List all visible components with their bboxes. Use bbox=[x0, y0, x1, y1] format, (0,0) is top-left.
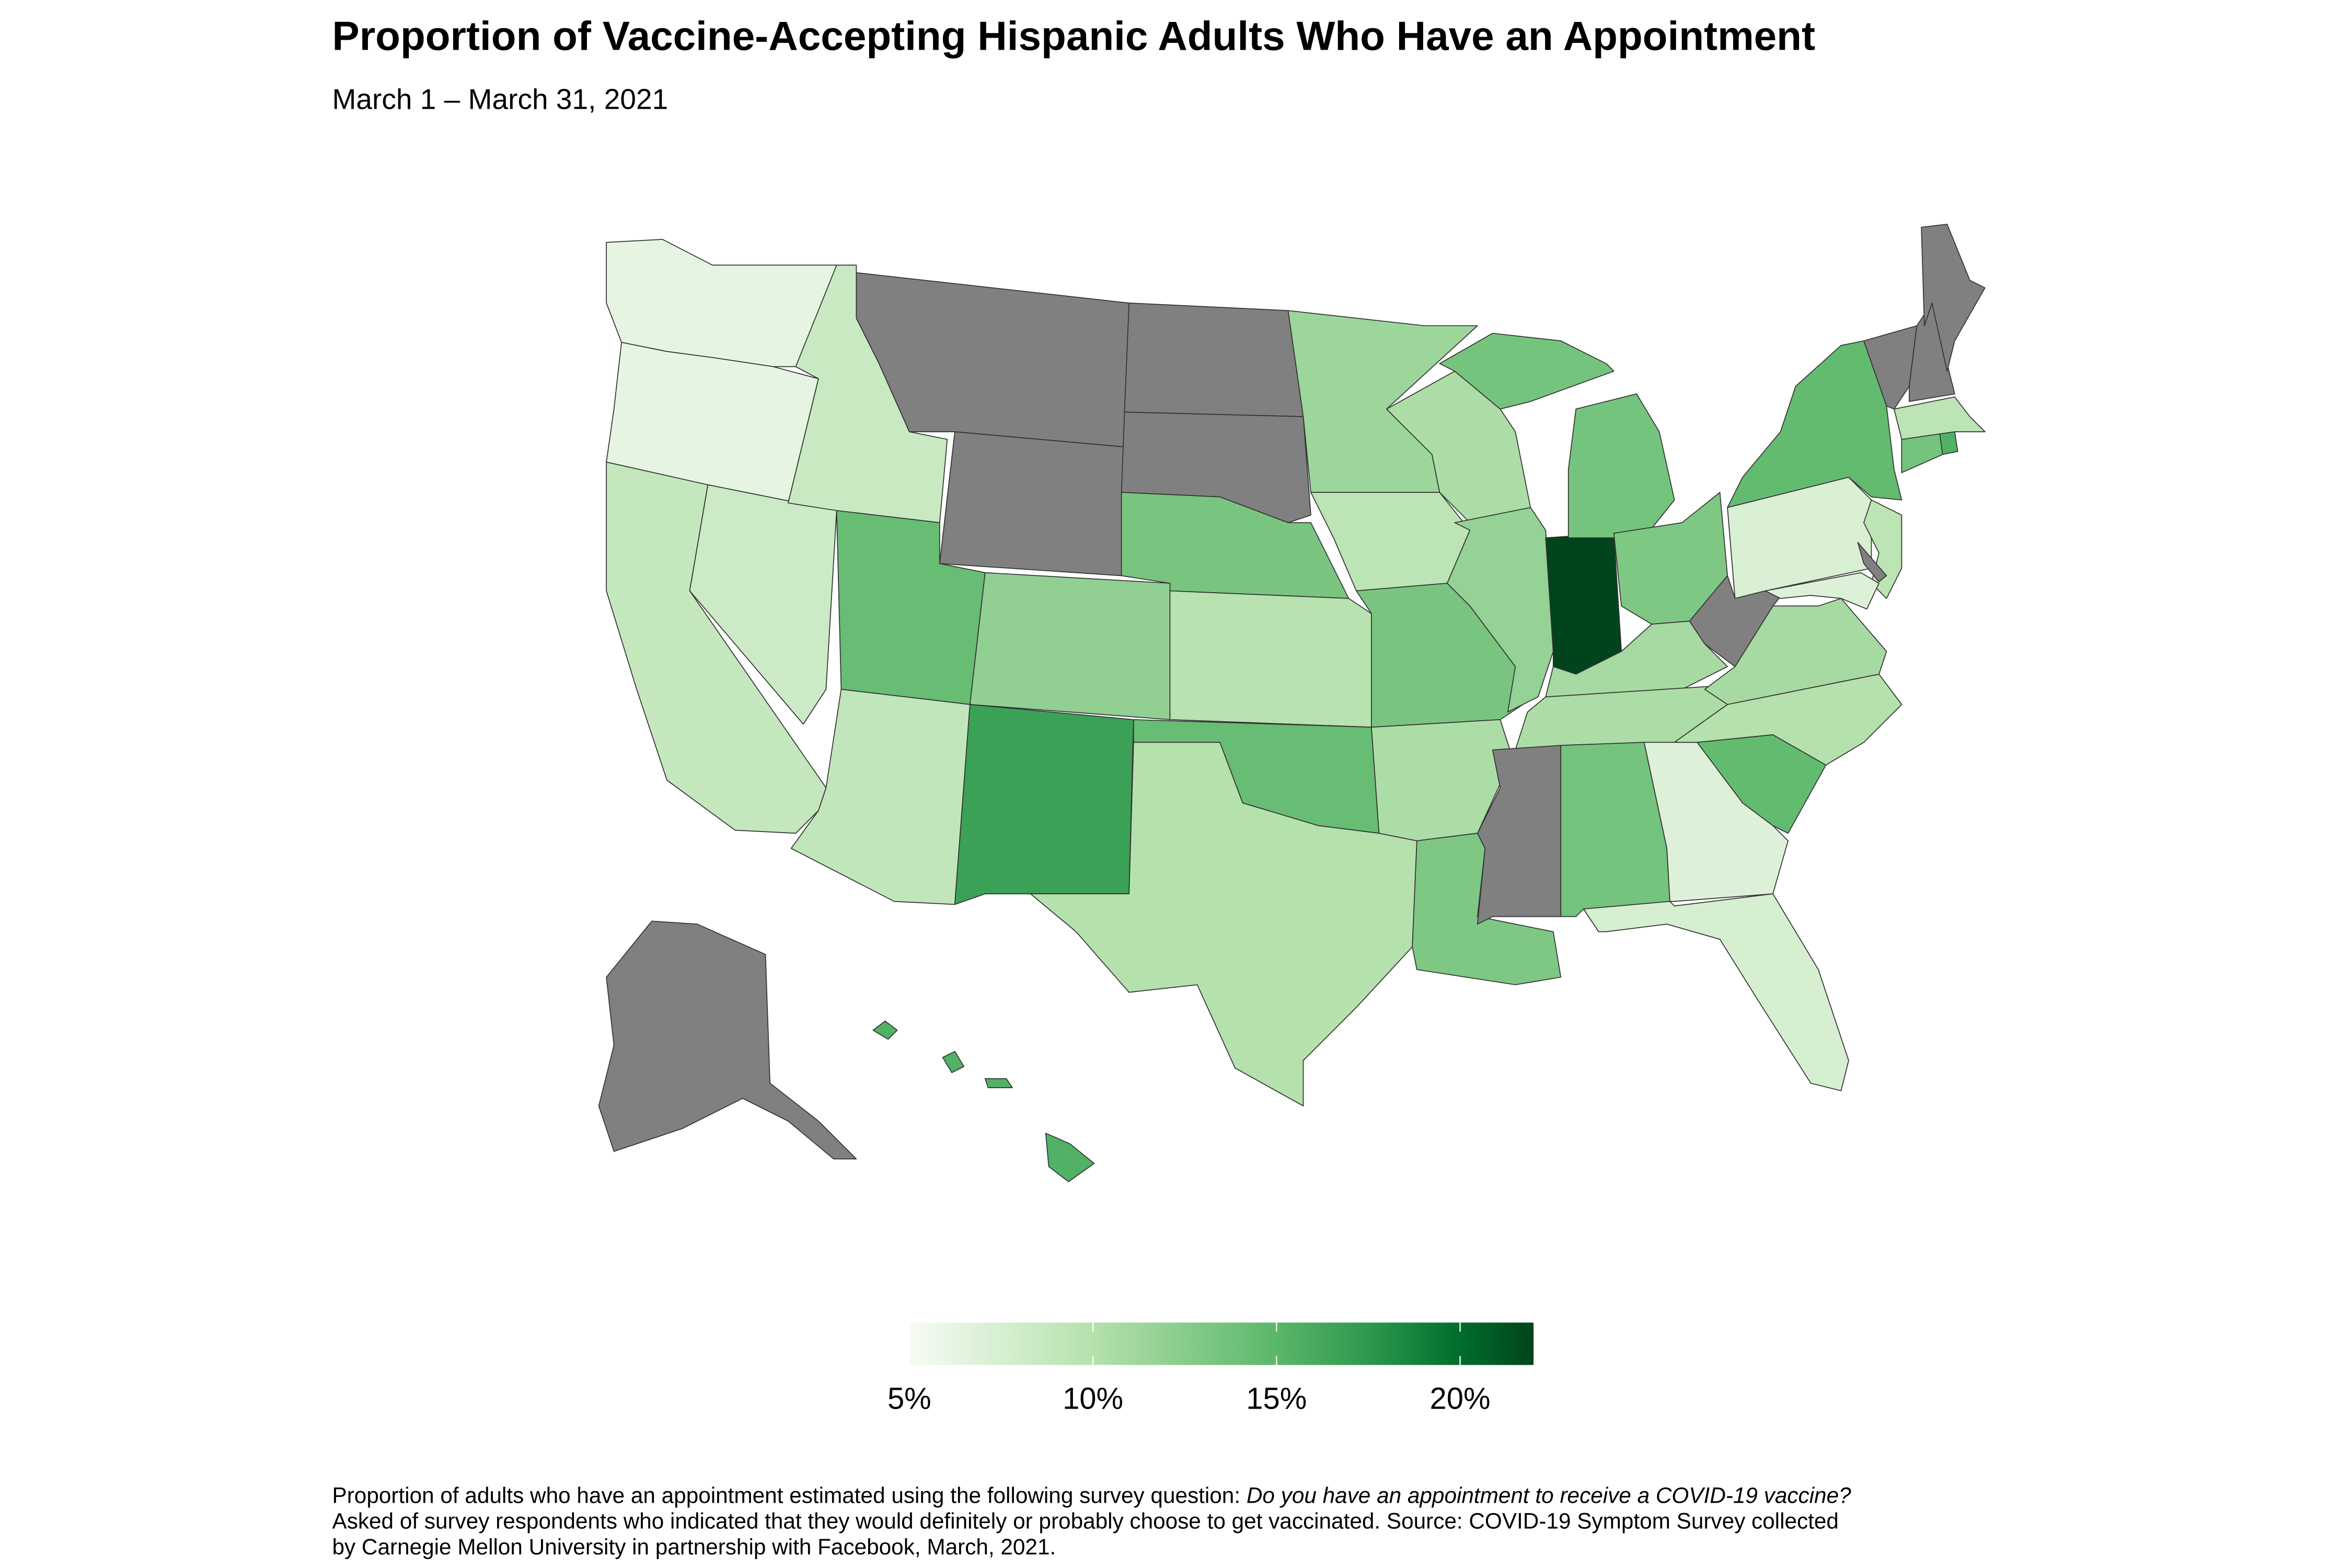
legend-tick-label: 20% bbox=[1430, 1382, 1491, 1416]
state-ks bbox=[1169, 590, 1372, 728]
state-co bbox=[969, 572, 1171, 720]
state-wy bbox=[939, 431, 1125, 577]
state-va bbox=[1704, 598, 1887, 705]
state-shape-tx bbox=[1030, 742, 1417, 1106]
state-shape-nj bbox=[1863, 499, 1903, 599]
state-de bbox=[1857, 541, 1887, 582]
state-fl bbox=[1583, 893, 1849, 1091]
state-shape-vt bbox=[1863, 325, 1918, 410]
state-shape-de bbox=[1857, 541, 1887, 582]
state-ma bbox=[1894, 396, 1986, 440]
page-title: Proportion of Vaccine-Accepting Hispanic… bbox=[332, 13, 1816, 59]
state-shape-mi bbox=[1567, 393, 1675, 538]
state-shape-co bbox=[969, 572, 1171, 720]
state-me bbox=[1921, 224, 1986, 372]
state-ny bbox=[1727, 340, 1903, 508]
footnote-line-2: Asked of survey respondents who indicate… bbox=[332, 1509, 1839, 1534]
legend-tick-label: 10% bbox=[1063, 1382, 1123, 1416]
state-shape-mi bbox=[1439, 332, 1615, 410]
state-vt bbox=[1863, 325, 1918, 410]
state-nm bbox=[954, 704, 1134, 905]
state-hi bbox=[872, 1020, 1095, 1182]
state-shape-nm bbox=[954, 704, 1134, 905]
state-shape-in bbox=[1545, 533, 1622, 675]
state-shape-md bbox=[1765, 572, 1880, 610]
state-shape-ny bbox=[1727, 340, 1903, 508]
state-shape-ma bbox=[1894, 396, 1986, 440]
state-il bbox=[1446, 507, 1554, 713]
us-map bbox=[598, 224, 1986, 1182]
footnote-text: Proportion of adults who have an appoint… bbox=[332, 1483, 1247, 1507]
survey-question: Do you have an appointment to receive a … bbox=[1247, 1483, 1851, 1507]
state-shape-ri bbox=[1939, 431, 1958, 455]
state-shape-ak bbox=[598, 920, 857, 1160]
state-mi bbox=[1439, 332, 1675, 538]
state-shape-hi bbox=[984, 1078, 1013, 1089]
state-shape-il bbox=[1446, 507, 1554, 713]
state-shape-fl bbox=[1583, 893, 1849, 1091]
state-nc bbox=[1674, 673, 1903, 766]
state-shape-me bbox=[1921, 224, 1986, 372]
page-subtitle: March 1 – March 31, 2021 bbox=[332, 83, 668, 116]
legend-colorbar bbox=[909, 1322, 1534, 1365]
state-shape-hi bbox=[942, 1051, 965, 1074]
state-shape-wy bbox=[939, 431, 1125, 577]
color-legend: 5% 10% 15% 20% bbox=[887, 1322, 1534, 1416]
state-ri bbox=[1939, 431, 1958, 455]
state-shape-va bbox=[1704, 598, 1887, 705]
state-nd bbox=[1124, 302, 1304, 417]
state-ak bbox=[598, 920, 857, 1160]
state-shape-nc bbox=[1674, 673, 1903, 766]
state-shape-ks bbox=[1169, 590, 1372, 728]
state-tx bbox=[1030, 742, 1417, 1106]
footnote-line-3: by Carnegie Mellon University in partner… bbox=[332, 1535, 1056, 1559]
state-nj bbox=[1863, 499, 1903, 599]
state-shape-nd bbox=[1124, 302, 1304, 417]
legend-tick-label: 15% bbox=[1246, 1382, 1307, 1416]
state-md bbox=[1765, 572, 1880, 610]
state-shape-hi bbox=[872, 1020, 898, 1040]
legend-tick-label: 5% bbox=[887, 1382, 931, 1416]
state-shape-hi bbox=[1045, 1133, 1095, 1182]
footnote-line-1: Proportion of adults who have an appoint… bbox=[332, 1483, 1852, 1507]
state-in bbox=[1545, 533, 1622, 675]
